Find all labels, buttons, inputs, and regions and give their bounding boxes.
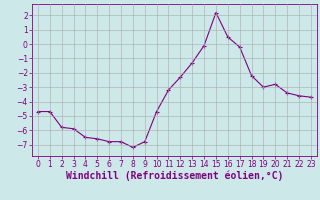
X-axis label: Windchill (Refroidissement éolien,°C): Windchill (Refroidissement éolien,°C) [66, 171, 283, 181]
